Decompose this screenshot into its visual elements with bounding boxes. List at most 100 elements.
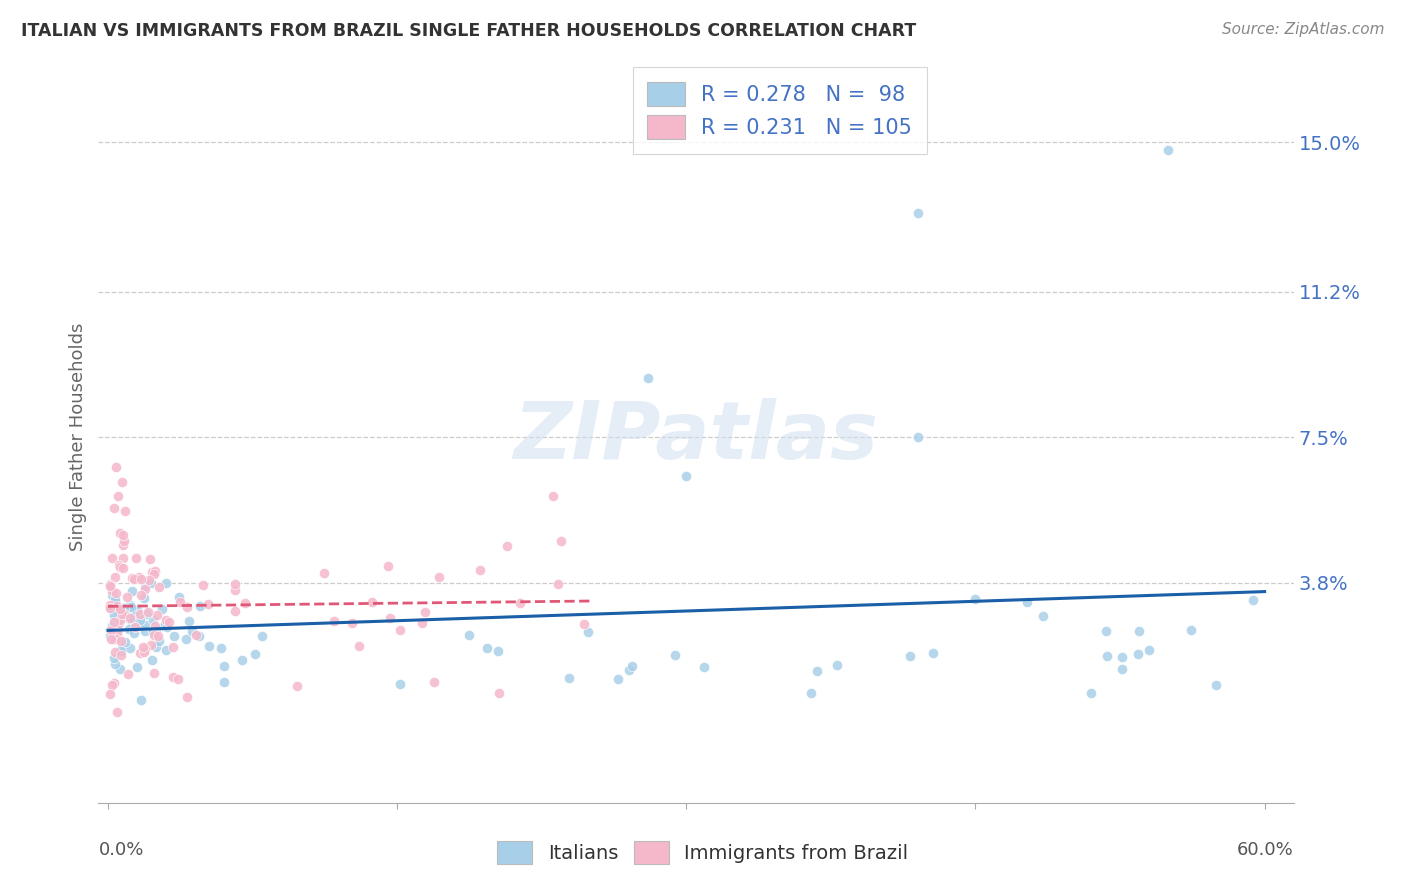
Point	[141, 566, 163, 580]
Point	[1015, 595, 1038, 609]
Point	[110, 526, 132, 541]
Point	[112, 538, 135, 552]
Y-axis label: Single Father Households: Single Father Households	[69, 323, 87, 551]
Point	[114, 504, 136, 518]
Point	[112, 607, 135, 622]
Point	[100, 619, 122, 633]
Point	[103, 676, 125, 690]
Point	[176, 690, 198, 705]
Point	[100, 632, 122, 646]
Point	[1157, 143, 1180, 157]
Point	[103, 651, 125, 665]
Point	[621, 659, 644, 673]
Point	[139, 551, 162, 566]
Point	[98, 600, 121, 615]
Point	[145, 640, 167, 654]
Point	[132, 591, 155, 606]
Point	[100, 623, 122, 637]
Text: 0.0%: 0.0%	[98, 841, 143, 859]
Point	[547, 577, 569, 591]
Point	[235, 596, 257, 610]
Point	[129, 607, 152, 622]
Point	[179, 614, 201, 628]
Point	[98, 599, 121, 613]
Text: ZIPatlas: ZIPatlas	[513, 398, 879, 476]
Point	[509, 596, 531, 610]
Point	[495, 539, 517, 553]
Point	[423, 674, 446, 689]
Point	[98, 578, 121, 592]
Point	[101, 623, 124, 637]
Point	[110, 559, 132, 574]
Point	[1180, 623, 1202, 637]
Point	[98, 576, 121, 591]
Point	[388, 677, 411, 691]
Point	[231, 653, 253, 667]
Point	[98, 629, 121, 643]
Point	[1126, 647, 1149, 661]
Point	[184, 628, 207, 642]
Point	[314, 566, 336, 581]
Point	[162, 628, 184, 642]
Point	[617, 663, 640, 677]
Point	[209, 641, 232, 656]
Point	[110, 644, 132, 658]
Point	[558, 671, 581, 685]
Point	[340, 615, 363, 630]
Point	[107, 489, 129, 503]
Point	[101, 551, 124, 566]
Point	[134, 641, 156, 656]
Point	[148, 580, 170, 594]
Point	[143, 564, 166, 578]
Point	[136, 605, 159, 619]
Point	[112, 551, 135, 566]
Point	[105, 459, 128, 474]
Point	[104, 632, 127, 646]
Point	[155, 575, 177, 590]
Point	[457, 628, 479, 642]
Point	[146, 608, 169, 623]
Point	[169, 590, 191, 604]
Point	[475, 640, 498, 655]
Point	[1128, 624, 1150, 638]
Point	[155, 613, 177, 627]
Point	[108, 601, 131, 615]
Point	[413, 605, 436, 619]
Point	[411, 615, 433, 630]
Point	[107, 624, 129, 638]
Point	[128, 613, 150, 627]
Point	[1241, 592, 1264, 607]
Point	[142, 623, 165, 637]
Point	[486, 644, 509, 658]
Point	[141, 653, 163, 667]
Point	[148, 629, 170, 643]
Point	[572, 616, 595, 631]
Point	[825, 658, 848, 673]
Point	[98, 579, 121, 593]
Point	[103, 615, 125, 630]
Point	[118, 622, 141, 636]
Point	[181, 624, 204, 638]
Point	[143, 566, 166, 581]
Point	[105, 599, 128, 613]
Point	[118, 598, 141, 612]
Point	[169, 595, 191, 609]
Point	[1095, 624, 1118, 638]
Point	[127, 660, 149, 674]
Point	[197, 639, 219, 653]
Point	[124, 625, 146, 640]
Point	[121, 571, 143, 585]
Point	[105, 625, 128, 640]
Point	[108, 613, 131, 627]
Point	[128, 646, 150, 660]
Point	[145, 622, 167, 636]
Point	[963, 592, 986, 607]
Point	[132, 645, 155, 659]
Point	[488, 686, 510, 700]
Point	[224, 576, 246, 591]
Point	[112, 533, 135, 548]
Point	[675, 469, 697, 483]
Point	[98, 624, 121, 638]
Point	[120, 599, 142, 614]
Text: 60.0%: 60.0%	[1237, 841, 1294, 859]
